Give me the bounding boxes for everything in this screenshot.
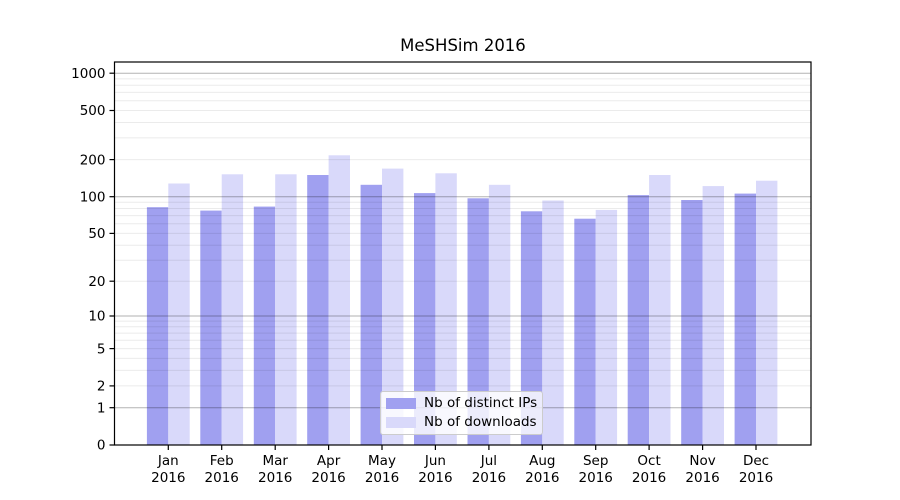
legend-swatch-distinct-ips [386,398,416,409]
legend: Nb of distinct IPs Nb of downloads [380,391,543,435]
bar-downloads [168,183,190,445]
y-tick-label: 2 [97,379,106,395]
x-tick-label-year: 2016 [151,470,185,486]
bar-downloads [382,168,404,445]
bar-distinct-ips [307,175,329,445]
bar-downloads [488,184,511,446]
bar-downloads [595,209,618,445]
axis-frame [113,61,812,446]
x-tick-label-month: Jul [480,453,497,469]
bar-downloads [221,174,244,446]
bar-distinct-ips [574,218,596,445]
legend-item-distinct-ips: Nb of distinct IPs [386,396,542,411]
bar-distinct-ips [467,198,489,445]
bar-downloads [328,155,350,446]
y-tick-label: 5 [97,341,106,357]
x-tick-label-month: Dec [743,453,769,469]
x-tick-label-year: 2016 [685,470,719,486]
bar-distinct-ips [627,195,650,445]
x-tick-label-year: 2016 [525,470,559,486]
x-tick-label-year: 2016 [205,470,239,486]
x-tick-label-month: Aug [529,453,555,469]
bar-distinct-ips [734,193,756,445]
x-tick-label-month: Oct [637,453,660,469]
bar-downloads [542,200,564,445]
bar-distinct-ips [414,193,436,445]
bar-distinct-ips [200,210,222,445]
y-tick-label: 500 [80,103,106,119]
bar-distinct-ips [520,211,543,445]
x-tick-label-month: Nov [689,453,715,469]
x-tick-label-month: Sep [583,453,608,469]
bar-distinct-ips [253,206,276,445]
bar-downloads [756,180,778,445]
x-tick-label-month: Mar [262,453,288,469]
bar-downloads [649,175,671,445]
x-tick-label-month: Feb [210,453,234,469]
y-tick-label: 100 [80,189,106,205]
y-tick-label: 200 [80,152,106,168]
y-tick-label: 0 [97,438,106,454]
legend-item-downloads: Nb of downloads [386,415,542,430]
x-tick-label-year: 2016 [579,470,613,486]
y-tick-label: 1000 [71,66,105,82]
bar-distinct-ips [360,184,382,446]
bar-downloads [435,173,457,446]
legend-swatch-downloads [386,417,416,428]
legend-label-distinct-ips: Nb of distinct IPs [424,395,538,411]
x-tick-label-month: Jun [424,453,446,469]
x-tick-label-month: Jan [157,453,179,469]
bar-distinct-ips [146,207,169,445]
x-tick-label-year: 2016 [258,470,292,486]
x-tick-label-month: May [368,453,396,469]
y-tick-label: 20 [88,274,105,290]
x-tick-label-month: Apr [317,453,341,469]
legend-label-downloads: Nb of downloads [424,414,537,430]
y-tick-label: 1 [97,400,106,416]
x-tick-label-year: 2016 [632,470,666,486]
bar-downloads [702,186,724,445]
bar-distinct-ips [681,200,703,445]
bar-downloads [275,174,297,446]
x-tick-label-year: 2016 [311,470,345,486]
x-tick-label-year: 2016 [472,470,506,486]
x-tick-label-year: 2016 [365,470,399,486]
y-tick-label: 10 [88,309,105,325]
chart-title: MeSHSim 2016 [400,36,526,55]
x-tick-label-year: 2016 [739,470,773,486]
y-tick-label: 50 [88,226,105,242]
x-tick-label-year: 2016 [418,470,452,486]
